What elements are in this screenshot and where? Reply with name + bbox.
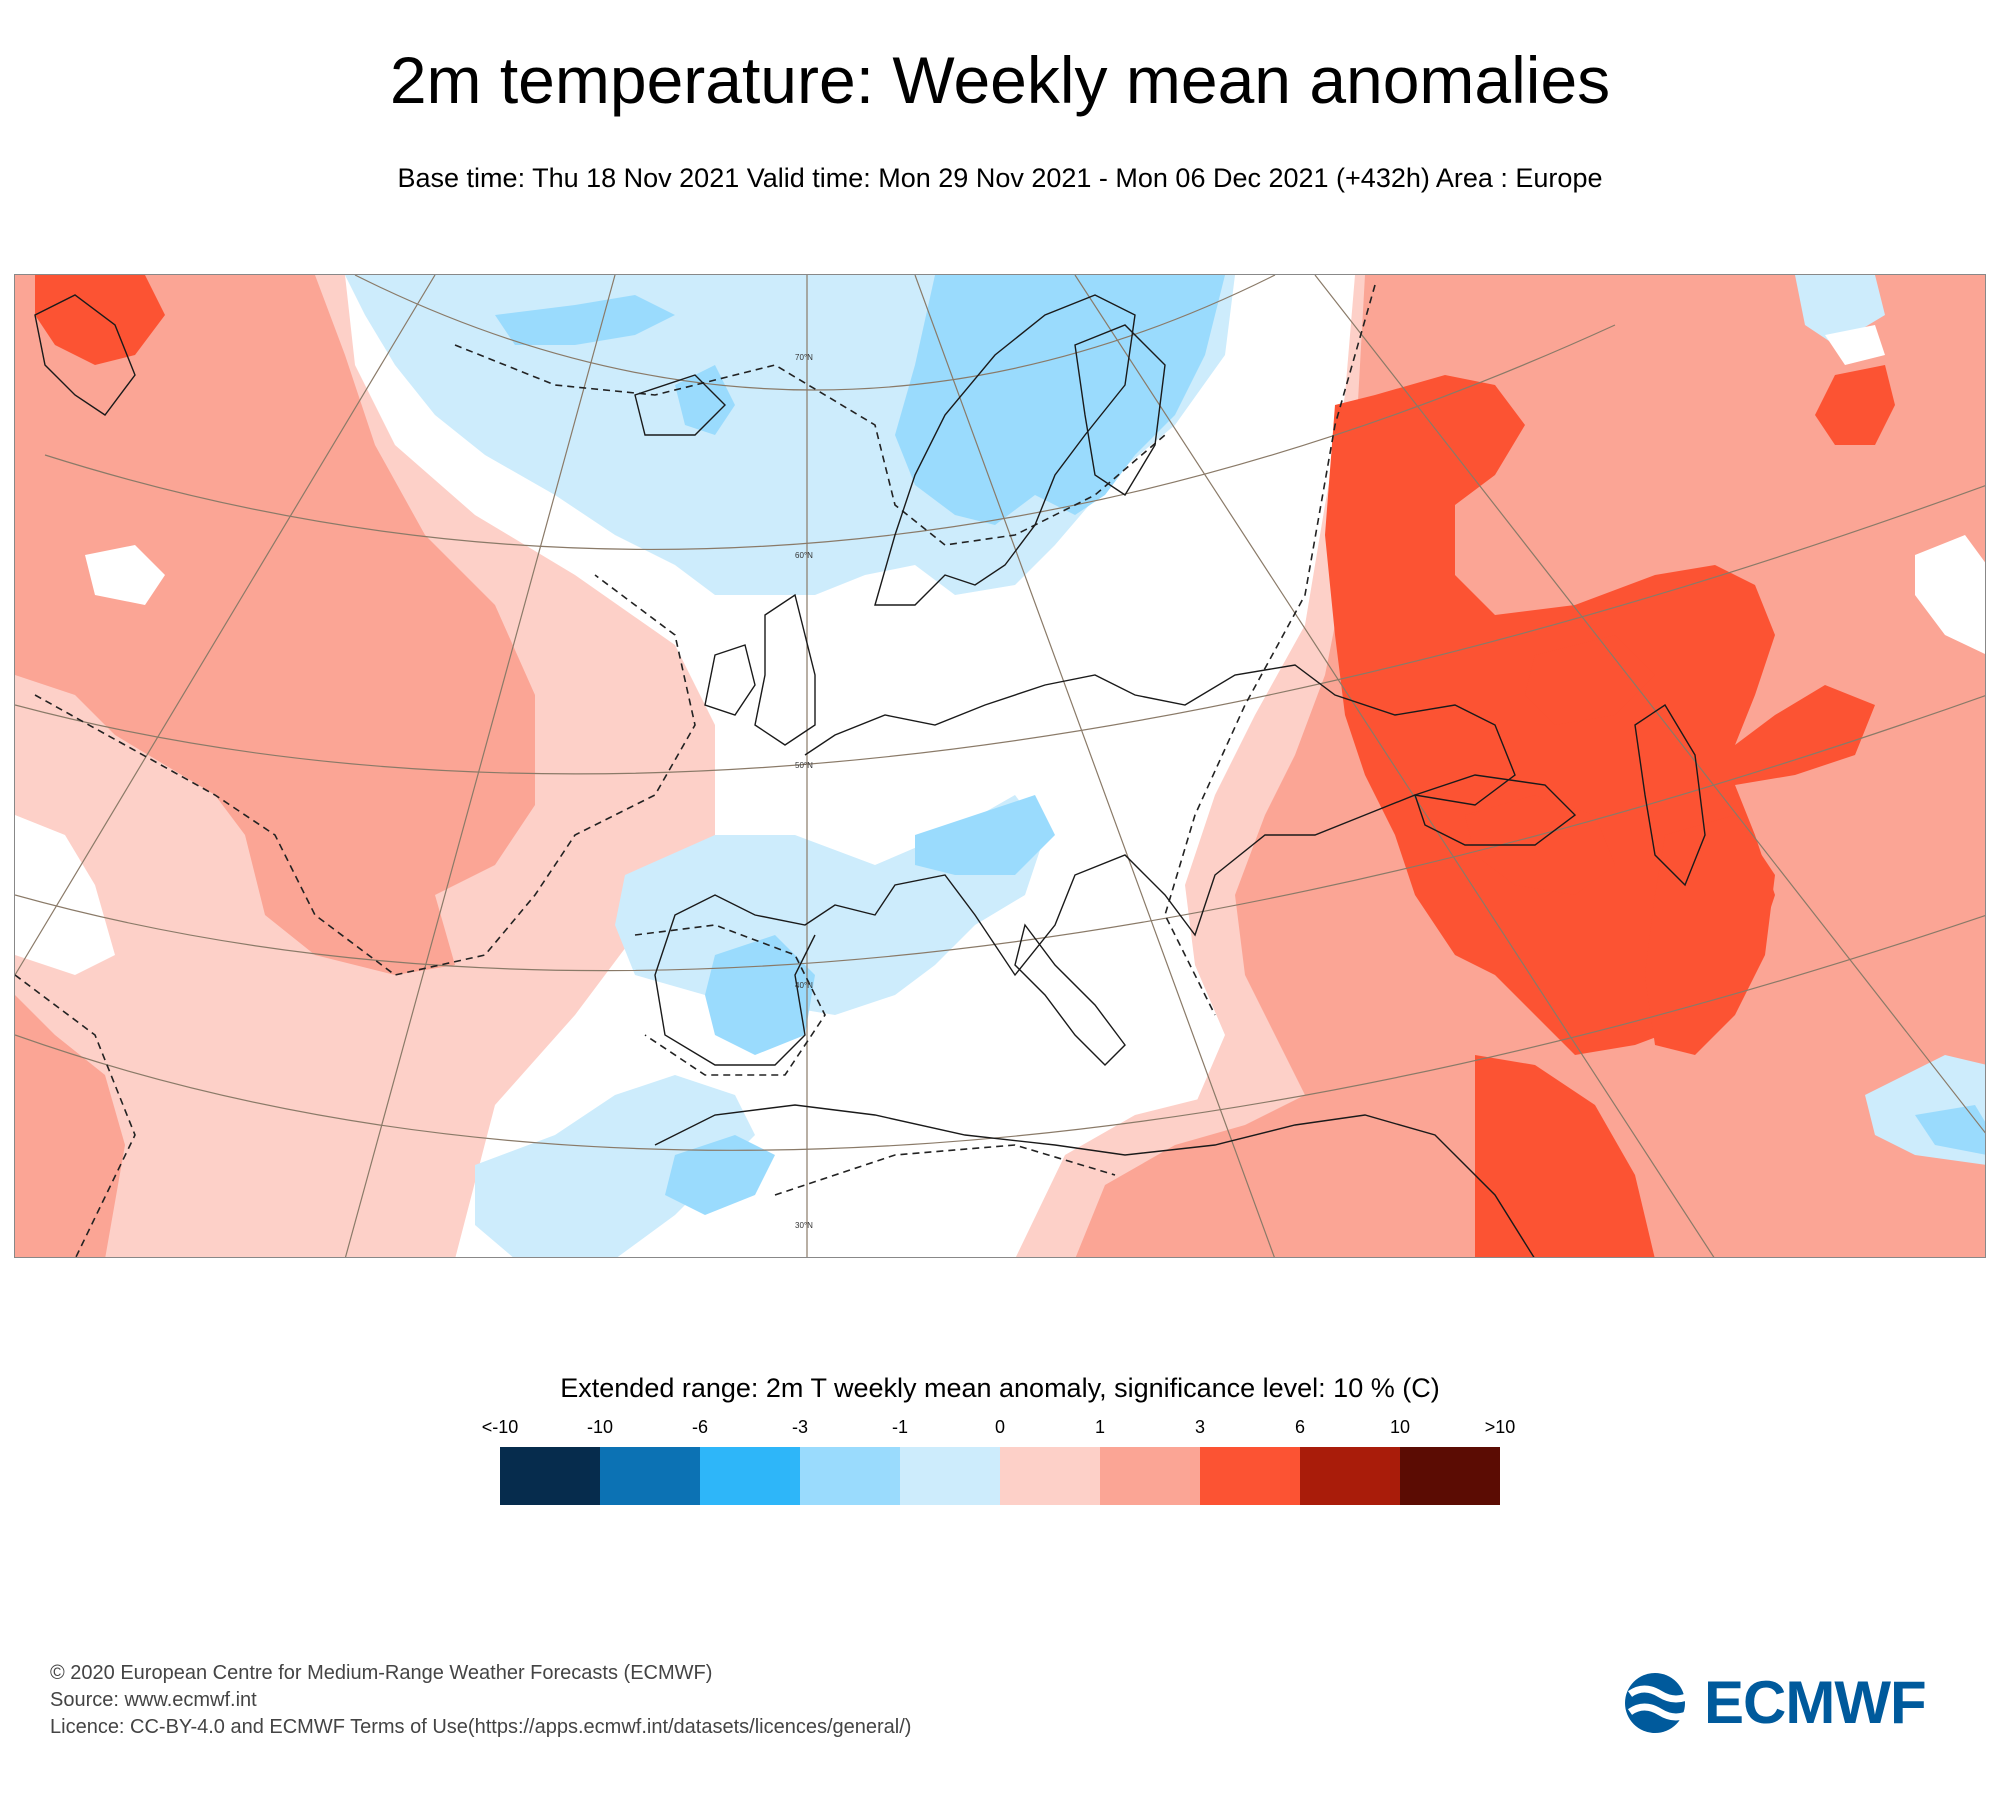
contour-africa <box>774 1144 1116 1196</box>
coast-uk <box>754 593 816 746</box>
warm-strong-blacksea-band <box>1525 635 1655 725</box>
contour-scandinavia <box>454 344 1166 546</box>
legend-tick-label: 0 <box>994 1417 1006 1437</box>
cold-medium-scandinavia <box>895 275 1225 525</box>
coast-iceland <box>634 374 726 436</box>
legend-swatch <box>1000 1447 1100 1505</box>
coast-greenland <box>34 294 136 416</box>
legend-title: Extended range: 2m T weekly mean anomaly… <box>560 1373 1440 1403</box>
legend-swatch <box>1100 1447 1200 1505</box>
ecmwf-logo: ECMWF <box>1622 1670 1952 1736</box>
neutral-patch-east-2 <box>1825 325 1885 365</box>
footer-licence: Licence: CC-BY-4.0 and ECMWF Terms of Us… <box>50 1716 912 1738</box>
meridian-w2 <box>15 275 436 976</box>
legend-tick-label: 6 <box>1294 1417 1306 1437</box>
legend-tick-label: 3 <box>1194 1417 1206 1437</box>
legend-swatch <box>700 1447 800 1505</box>
legend-tick-label: -1 <box>891 1417 909 1437</box>
footer-source: Source: www.ecmwf.int <box>50 1689 257 1711</box>
warm-strong-caucasus <box>1465 795 1615 895</box>
meridian-e2 <box>1074 275 1715 1257</box>
coast-italy <box>1014 923 1126 1066</box>
parallel-70n <box>354 275 1276 391</box>
neutral-patch-sw <box>15 815 115 975</box>
legend-tick-labels: <-10 -10 -6 -3 -1 0 1 3 6 10 >10 <box>0 1417 2000 1441</box>
legend-swatch <box>900 1447 1000 1505</box>
coast-scandinavia <box>874 294 1136 606</box>
lat-label-60n: 60°N <box>795 551 813 560</box>
chart-title: 2m temperature: Weekly mean anomalies <box>389 43 1611 117</box>
contour-sw <box>15 974 136 1257</box>
contour-iberia <box>634 924 826 1076</box>
meridian-e1 <box>914 275 1275 1257</box>
map-canvas: 70°N 60°N 50°N 40°N 30°N <box>15 275 1985 1257</box>
warm-strong-sahara <box>1475 1055 1655 1257</box>
legend-swatch <box>1400 1447 1500 1505</box>
legend-swatch <box>1200 1447 1300 1505</box>
graticule <box>15 275 1985 1257</box>
legend-colorbar <box>500 1447 1500 1505</box>
neutral-patch-east-1 <box>1915 535 1985 655</box>
parallel-40n <box>15 695 1985 972</box>
parallel-50n <box>15 485 1985 775</box>
contour-east <box>1164 284 1376 1016</box>
chart-subtitle: Base time: Thu 18 Nov 2021 Valid time: M… <box>397 163 1603 193</box>
ecmwf-logo-text: ECMWF <box>1704 1669 1927 1736</box>
legend-tick-label: -10 <box>586 1417 614 1437</box>
coast-nafrica <box>654 1104 1535 1257</box>
ecmwf-logo-icon <box>1625 1673 1694 1733</box>
legend-swatch <box>1300 1447 1400 1505</box>
warm-strong-urals <box>1815 365 1895 445</box>
contour-atlantic <box>34 574 696 976</box>
legend-tick-label: -6 <box>691 1417 709 1437</box>
cold-medium-se <box>1915 1105 1985 1155</box>
latitude-labels: 70°N 60°N 50°N 40°N 30°N <box>795 353 813 1230</box>
lat-label-30n: 30°N <box>795 1221 813 1230</box>
legend-tick-label: 10 <box>1389 1417 1411 1437</box>
lat-label-70n: 70°N <box>795 353 813 362</box>
lat-label-50n: 50°N <box>795 761 813 770</box>
legend-swatch <box>500 1447 600 1505</box>
significance-contours <box>15 284 1376 1257</box>
footer: © 2020 European Centre for Medium-Range … <box>50 1660 911 1741</box>
cold-medium-iceland <box>495 295 675 345</box>
coast-caspian <box>1634 704 1706 887</box>
anomaly-map: 70°N 60°N 50°N 40°N 30°N <box>14 274 1986 1258</box>
cold-medium-norwegian <box>675 365 735 435</box>
coastlines <box>34 294 1706 1257</box>
legend-tick-label: -3 <box>791 1417 809 1437</box>
coast-blacksea <box>1414 774 1577 846</box>
neutral-patch-atlantic <box>85 545 165 605</box>
legend-swatch <box>600 1447 700 1505</box>
cold-light-nafrica <box>475 1075 755 1257</box>
parallel-30n <box>15 915 1985 1151</box>
lat-label-40n: 40°N <box>795 981 813 990</box>
legend-swatch <box>800 1447 900 1505</box>
meridian-w1 <box>344 275 616 1257</box>
parallel-60n <box>44 324 1616 551</box>
legend-tick-label: <-10 <box>481 1417 519 1437</box>
warm-strong-greenland <box>35 275 165 365</box>
footer-copyright: © 2020 European Centre for Medium-Range … <box>50 1662 713 1684</box>
anomaly-fields <box>15 275 1985 1257</box>
meridian-e3 <box>1314 275 1985 1134</box>
warm-moderate-atlantic <box>15 275 535 975</box>
cold-medium-morocco <box>665 1135 775 1215</box>
warm-moderate-sw <box>15 995 125 1257</box>
cold-medium-alps <box>915 795 1055 875</box>
warm-strong-iran <box>1645 815 1775 1055</box>
coast-ireland <box>704 644 756 716</box>
coast-continent <box>654 664 1516 1066</box>
legend-tick-label: >10 <box>1484 1417 1516 1437</box>
coast-finland <box>1074 324 1166 496</box>
legend-tick-label: 1 <box>1094 1417 1106 1437</box>
